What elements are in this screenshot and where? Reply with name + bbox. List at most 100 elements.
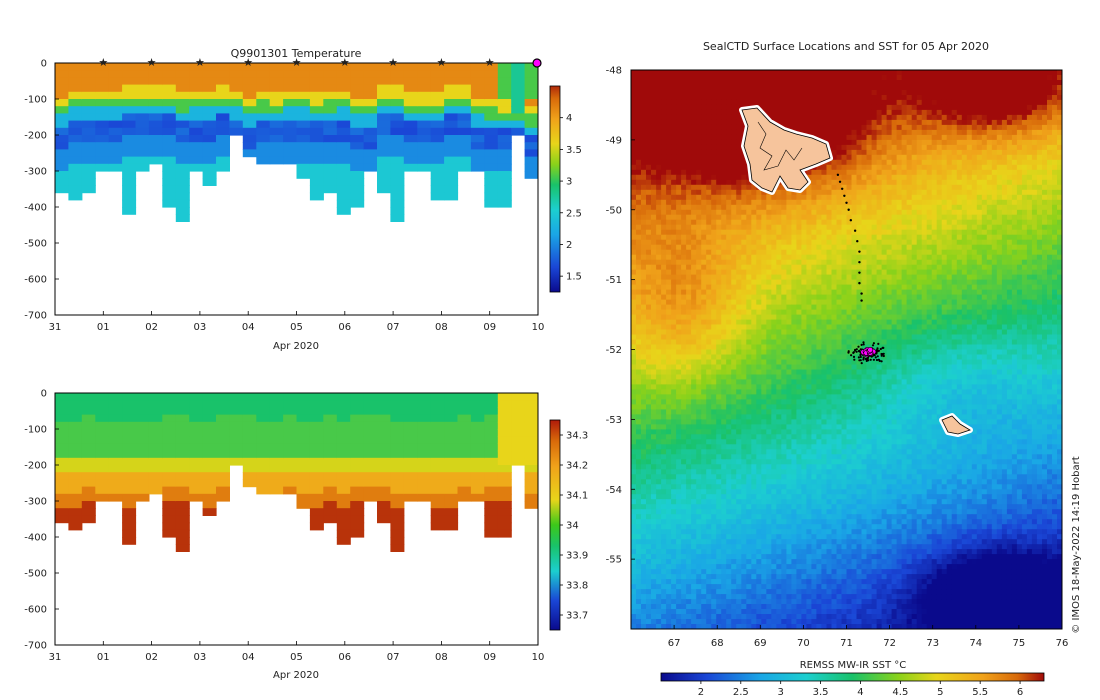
section-cell bbox=[511, 421, 526, 430]
sst-cell bbox=[891, 189, 898, 196]
sst-cell bbox=[1021, 239, 1028, 246]
sst-cell bbox=[666, 104, 672, 111]
sst-cell bbox=[1057, 70, 1062, 76]
section-cell bbox=[256, 149, 271, 158]
sst-cell bbox=[721, 224, 727, 231]
section-cell bbox=[283, 465, 298, 473]
sst-cell bbox=[806, 269, 812, 276]
sst-cell bbox=[836, 279, 843, 286]
section-cell bbox=[242, 436, 257, 444]
sst-cell bbox=[961, 234, 968, 241]
sst-cell bbox=[1042, 129, 1048, 136]
sst-cell bbox=[956, 219, 963, 226]
section-cell bbox=[350, 185, 365, 194]
sst-cell bbox=[901, 149, 908, 156]
sst-cell bbox=[696, 95, 702, 101]
sst-cell bbox=[981, 269, 988, 276]
sst-cell bbox=[731, 80, 737, 86]
sst-cell bbox=[1001, 164, 1008, 171]
sst-cell bbox=[1026, 229, 1033, 236]
sst-cell bbox=[841, 119, 848, 126]
sst-cell bbox=[856, 134, 863, 141]
surface-marker: ★ bbox=[436, 56, 446, 69]
section-cell bbox=[269, 120, 284, 129]
sst-cell bbox=[806, 249, 812, 256]
section-cell bbox=[403, 163, 418, 172]
sst-cell bbox=[961, 249, 968, 256]
section-cell bbox=[524, 429, 538, 437]
sst-cell bbox=[891, 219, 898, 226]
sst-cell bbox=[876, 164, 883, 171]
section-cell bbox=[296, 407, 311, 416]
sst-cell bbox=[1047, 109, 1053, 116]
sst-cell bbox=[781, 274, 787, 281]
sst-cell bbox=[706, 239, 712, 246]
sst-cell bbox=[696, 214, 702, 221]
sst-cell bbox=[726, 109, 732, 116]
section-cell bbox=[309, 70, 324, 78]
section-cell bbox=[484, 486, 499, 495]
sst-cell bbox=[1001, 249, 1008, 256]
section-cell bbox=[323, 99, 338, 107]
section-cell bbox=[283, 400, 298, 408]
sst-cell bbox=[1036, 134, 1043, 141]
section-cell bbox=[336, 192, 351, 201]
section-cell bbox=[202, 421, 217, 430]
sst-cell bbox=[916, 124, 923, 131]
sst-cell bbox=[731, 209, 737, 216]
sst-cell bbox=[891, 239, 898, 246]
sst-cell bbox=[926, 80, 933, 86]
sst-cell bbox=[646, 274, 652, 281]
sst-cell bbox=[771, 239, 777, 246]
sst-cell bbox=[716, 259, 722, 266]
sst-cell bbox=[951, 234, 958, 241]
section-cell bbox=[457, 149, 472, 158]
sst-cell bbox=[641, 80, 647, 86]
sst-cell bbox=[1047, 114, 1053, 121]
sst-cell bbox=[736, 279, 742, 286]
sst-cell bbox=[946, 244, 953, 251]
sst-cell bbox=[831, 149, 838, 156]
sst-cell bbox=[1036, 264, 1043, 271]
section-cell bbox=[350, 436, 365, 444]
sst-cell bbox=[686, 184, 692, 191]
sst-cell bbox=[941, 264, 948, 271]
sst-cell bbox=[726, 134, 732, 141]
sst-cell bbox=[906, 159, 913, 166]
sst-cell bbox=[671, 99, 677, 106]
sst-cell bbox=[711, 234, 717, 241]
section-cell bbox=[309, 77, 324, 86]
section-cell bbox=[350, 493, 365, 502]
sst-cell bbox=[801, 70, 807, 76]
section-cell bbox=[202, 393, 217, 401]
sst-cell bbox=[661, 254, 667, 261]
sst-cell bbox=[891, 90, 898, 96]
sst-cell bbox=[876, 234, 883, 241]
sst-cell bbox=[831, 169, 838, 176]
sst-cell bbox=[1052, 114, 1058, 121]
sst-cell bbox=[666, 279, 672, 286]
section-cell bbox=[108, 106, 123, 114]
sst-cell bbox=[841, 264, 848, 271]
sst-cell bbox=[841, 174, 848, 181]
sst-cell bbox=[761, 259, 767, 266]
section-cell bbox=[229, 443, 244, 452]
sst-cell bbox=[871, 214, 878, 221]
sst-cell bbox=[831, 129, 838, 136]
sst-cell bbox=[876, 144, 883, 151]
sst-cell bbox=[846, 80, 853, 86]
section-cell bbox=[135, 70, 150, 78]
sst-cell bbox=[1006, 159, 1013, 166]
section-cell bbox=[175, 77, 190, 86]
sst-cell bbox=[831, 174, 838, 181]
sst-cell bbox=[696, 274, 702, 281]
sst-cell bbox=[701, 169, 707, 176]
sst-cell bbox=[736, 209, 742, 216]
section-cell bbox=[497, 199, 512, 208]
section-cell bbox=[524, 135, 538, 143]
sst-cell bbox=[761, 90, 767, 96]
section-cell bbox=[256, 99, 271, 107]
sst-cell bbox=[876, 229, 883, 236]
section-cell bbox=[189, 63, 204, 71]
section-cell bbox=[122, 443, 137, 452]
